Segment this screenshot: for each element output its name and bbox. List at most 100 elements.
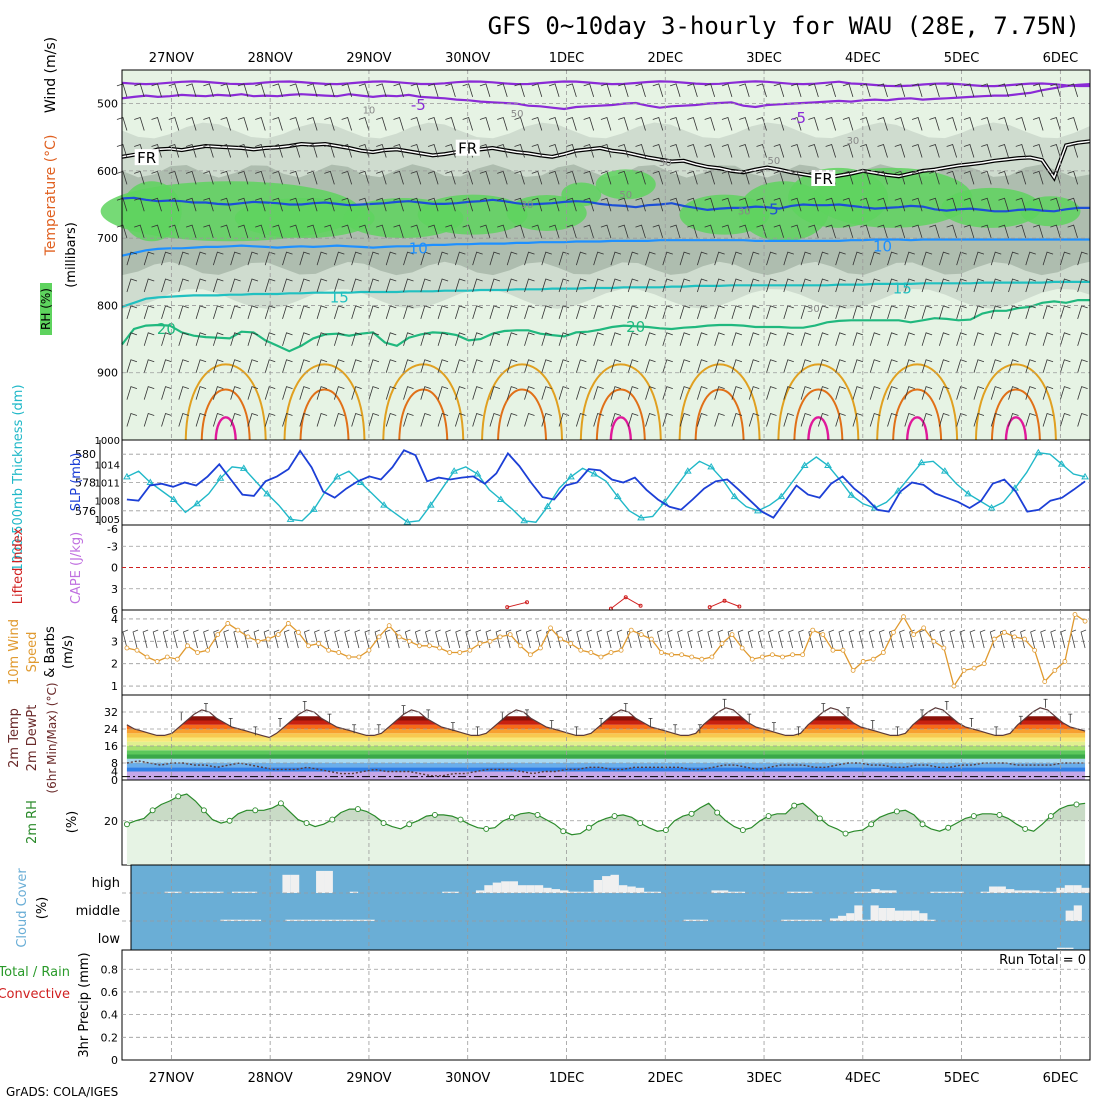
- wind-barb: [887, 386, 898, 400]
- wind-barb: [126, 305, 138, 320]
- cape-marker: [707, 605, 712, 610]
- wind-barb: [714, 251, 725, 266]
- wind-barb: [990, 251, 1002, 266]
- wind-barb: [425, 629, 431, 649]
- thickness-marker: [1081, 472, 1089, 480]
- temp-maxbar: [895, 726, 900, 736]
- wind-barb: [374, 629, 381, 649]
- wind-barb: [531, 117, 543, 131]
- thickness-marker: [263, 489, 272, 497]
- wind-barb: [981, 197, 992, 212]
- wind-barb: [351, 413, 362, 427]
- wind-barb: [506, 359, 518, 373]
- axis-label: Lifted Index: [11, 527, 26, 604]
- temp-maxbar: [1043, 698, 1048, 708]
- wind-barb: [696, 386, 708, 400]
- wind-barb: [143, 332, 155, 346]
- wind-speed-marker: [628, 627, 634, 633]
- rh2m-marker: [945, 824, 952, 831]
- wind-barb: [990, 359, 1002, 373]
- wind-barb: [306, 117, 318, 131]
- cloud-bar: [728, 891, 737, 893]
- wind-barb: [973, 251, 985, 266]
- wind-barb: [842, 224, 854, 239]
- wind-barb: [748, 251, 760, 266]
- wind-barb: [299, 413, 310, 427]
- isotherm-20-line: [121, 299, 1090, 353]
- wind-speed-marker: [961, 667, 967, 673]
- wind-barb: [973, 386, 985, 400]
- wind-barb: [203, 224, 214, 239]
- wind-speed-marker: [396, 634, 402, 640]
- wind-barb: [548, 83, 560, 98]
- wind-barb: [627, 332, 639, 346]
- wind-barb: [506, 332, 518, 346]
- wind-barb: [963, 117, 975, 131]
- wind-barb: [714, 332, 725, 346]
- cloud-bar: [980, 891, 990, 893]
- wind-barb: [479, 197, 491, 212]
- wind-barb: [669, 117, 681, 131]
- wind-barb: [593, 413, 604, 427]
- wind-barb: [514, 224, 525, 239]
- wind-barb: [963, 197, 975, 212]
- wind-barb: [739, 143, 750, 158]
- wind-barb: [921, 332, 933, 346]
- wind-barb: [272, 143, 283, 158]
- wind-barb: [1050, 224, 1061, 239]
- wind-barb: [610, 332, 622, 346]
- temp-maxbar: [1068, 713, 1073, 723]
- temp-maxbar: [426, 709, 431, 719]
- wind-barb: [264, 413, 276, 427]
- y-tick-label: 24: [104, 723, 118, 736]
- wind-barb: [514, 117, 525, 131]
- cloud-bar: [683, 919, 692, 921]
- wind-barb: [333, 413, 345, 427]
- wind-barb: [998, 117, 1009, 131]
- wind-barb: [911, 83, 923, 98]
- wind-barb: [220, 83, 232, 98]
- wind-barb: [273, 629, 280, 649]
- wind-barb: [635, 143, 646, 158]
- cloud-bar: [198, 891, 207, 893]
- wind-barb: [627, 305, 639, 320]
- wind-barb: [455, 629, 461, 649]
- wind-barb: [600, 117, 612, 131]
- wind-speed-marker: [134, 647, 140, 653]
- wind-barb: [1032, 224, 1044, 239]
- isotherm-label: 10: [409, 239, 428, 257]
- temp-maxbar: [796, 726, 801, 736]
- temp2m-panel: 048 16 24 32: [104, 694, 1091, 787]
- wind-barb: [445, 170, 456, 185]
- wind-barb: [376, 117, 387, 131]
- wind-speed-marker: [527, 652, 533, 658]
- wind-barb: [963, 83, 975, 98]
- wind-barb: [341, 197, 353, 212]
- rh2m-marker: [893, 808, 900, 815]
- wind-speed-marker: [810, 627, 816, 633]
- wind-barb: [263, 629, 270, 649]
- wind-barb: [739, 224, 750, 239]
- wind-speed-marker: [366, 647, 372, 653]
- wind-barb: [596, 629, 603, 649]
- y-tick-label: 1: [111, 680, 118, 693]
- wind-barb: [956, 305, 967, 320]
- wind-barb: [384, 629, 391, 649]
- rh2m-marker: [816, 815, 823, 822]
- wind-barb: [817, 251, 829, 266]
- wind-barb: [195, 386, 207, 400]
- wind-barb: [454, 251, 466, 266]
- thickness-marker: [333, 472, 342, 480]
- cloud-bar: [938, 891, 947, 893]
- wind-barb: [541, 251, 552, 266]
- wind-barb: [531, 224, 543, 239]
- wind-barb: [333, 278, 345, 293]
- wind-barb: [662, 413, 673, 427]
- wind-barb: [998, 197, 1009, 212]
- wind-barb: [212, 305, 224, 320]
- rh-green-cell: [595, 169, 656, 200]
- wind-speed-marker: [245, 634, 251, 640]
- wind-barb: [790, 224, 802, 239]
- wind-barb: [230, 251, 241, 266]
- wind-barb: [1008, 386, 1019, 400]
